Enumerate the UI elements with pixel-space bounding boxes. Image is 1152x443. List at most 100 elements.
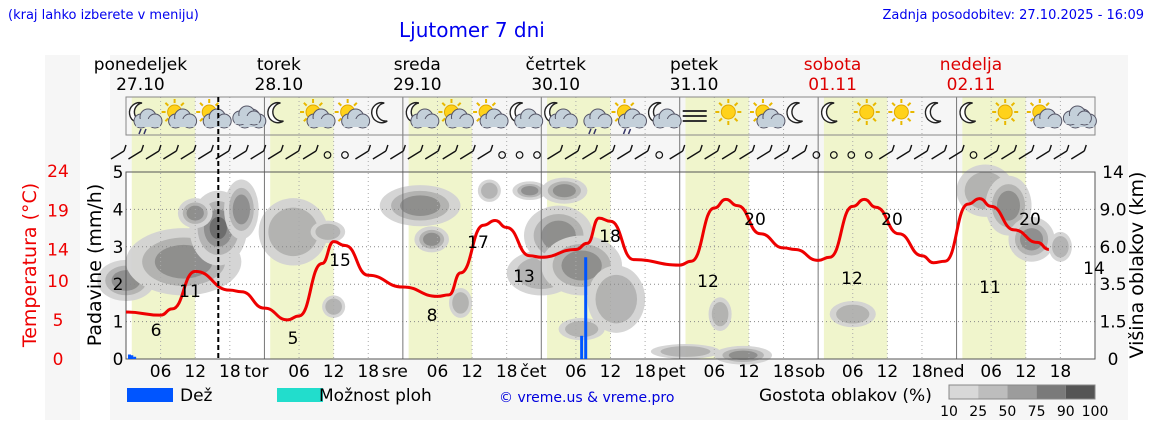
moon-cloud-icon xyxy=(544,101,578,129)
cloud-density-blob xyxy=(481,182,498,199)
wind-barb-icon xyxy=(145,150,160,160)
precipitation-axis-title: Padavine (mm/h) xyxy=(84,184,106,347)
cloud-density-step-label: 100 xyxy=(1082,404,1109,420)
cloud-density-step-label: 25 xyxy=(969,404,987,420)
x-tick-label: pet xyxy=(658,362,686,382)
moon-cloud-icon xyxy=(405,101,440,129)
temperature-tick-label: 10 xyxy=(47,272,69,292)
x-tick-label: 12 xyxy=(738,362,760,382)
wind-barb-icon xyxy=(424,150,439,160)
x-tick-label: tor xyxy=(244,362,268,382)
cloud-density-blob xyxy=(561,250,602,281)
daylight-band xyxy=(131,97,196,359)
moon-icon xyxy=(959,101,976,124)
wind-barb-icon xyxy=(547,150,561,160)
cloud-density-scale-frame xyxy=(948,384,1096,400)
wind-barb-icon xyxy=(355,150,369,160)
temperature-value-label: 20 xyxy=(744,210,766,230)
wind-barb-icon xyxy=(791,150,806,160)
sun-cloud-icon xyxy=(300,99,336,129)
calm-wind-icon xyxy=(655,151,664,159)
cloud-density-step-label: 75 xyxy=(1028,404,1046,420)
legend: Dež Možnost ploh © vreme.us & vreme.pro Gos… xyxy=(127,384,1109,420)
wind-barb-icon xyxy=(704,150,718,160)
wind-barb-icon xyxy=(180,150,195,160)
page-title: Ljutomer 7 dni xyxy=(399,18,545,42)
wind-barb-icon xyxy=(1053,150,1068,160)
sun-icon xyxy=(992,99,1019,125)
credit-link[interactable]: © vreme.us & vreme.pro xyxy=(499,390,674,406)
rain-bar xyxy=(127,354,131,359)
left-axis-panel xyxy=(45,55,80,420)
rain-bar xyxy=(580,335,584,359)
calm-wind-icon xyxy=(323,151,332,159)
temperature-value-label: 15 xyxy=(329,251,351,271)
temperature-value-label: 11 xyxy=(179,282,201,302)
wind-barb-icon xyxy=(774,150,788,160)
sun-cloud-icon xyxy=(161,99,198,129)
x-tick-label: ned xyxy=(933,362,965,382)
wind-barb-icon xyxy=(285,150,299,160)
cloud-density-blob xyxy=(423,232,441,246)
rain-bar xyxy=(584,257,588,359)
day-name: sreda xyxy=(394,55,441,75)
wind-barb-icon xyxy=(739,150,753,160)
rain-bars xyxy=(127,257,588,359)
x-tick-label: 18 xyxy=(496,362,518,382)
cloud-density-blob xyxy=(315,223,341,240)
region-selector-note[interactable]: (kraj lahko izberete v meniju) xyxy=(8,8,199,23)
temperature-value-label: 20 xyxy=(1019,210,1041,230)
cloud-icon xyxy=(1062,105,1097,129)
x-tick-label: 06 xyxy=(565,362,587,382)
cloud-density-step-label: 50 xyxy=(998,404,1016,420)
temperature-value-label: 12 xyxy=(841,269,863,289)
sun-cloud-icon xyxy=(749,99,786,129)
temperature-value-label: 11 xyxy=(979,278,1001,298)
calm-wind-icon xyxy=(533,151,541,159)
cloud-height-tick-label: 0 xyxy=(1108,350,1119,370)
wind-barb-icon xyxy=(250,150,265,160)
wind-barb-icon xyxy=(616,150,631,160)
temperature-tick-label: 0 xyxy=(53,350,64,370)
cloud-density-blob xyxy=(565,321,599,338)
wind-barb-icon xyxy=(564,150,579,160)
cloud-density-blob xyxy=(595,274,638,324)
wind-barb-row xyxy=(110,144,1087,160)
temperature-axis-title: Temperatura (°C) xyxy=(19,183,41,348)
night-cloud-drizzle-icon xyxy=(128,101,163,135)
wind-barb-icon xyxy=(878,150,893,160)
moon-icon xyxy=(267,101,284,124)
wind-barb-icon xyxy=(931,150,945,160)
cloud-height-tick-label: 1.5 xyxy=(1099,313,1126,333)
x-tick-label: sre xyxy=(382,362,408,382)
wind-barb-icon xyxy=(1070,150,1085,160)
x-tick-label: 12 xyxy=(184,362,206,382)
moon-icon xyxy=(820,101,838,124)
wind-barb-icon xyxy=(721,150,736,160)
cloud-density-swatch xyxy=(1065,385,1095,399)
cloud-density-swatch xyxy=(1007,385,1037,399)
x-tick-label: 18 xyxy=(911,362,933,382)
wind-barb-icon xyxy=(686,150,701,160)
cloud-drizzle-icon xyxy=(583,108,613,135)
x-tick-label: 06 xyxy=(842,362,864,382)
moon-icon xyxy=(371,101,388,124)
moon-icon xyxy=(786,101,803,124)
wind-barb-icon xyxy=(1001,150,1015,160)
day-name: petek xyxy=(670,55,718,75)
cloud-height-axis-title: Višina oblakov (km) xyxy=(1126,172,1148,359)
temperature-value-label: 20 xyxy=(881,210,903,230)
cloud-density-blob xyxy=(711,302,729,327)
cloud-density-blob xyxy=(452,292,469,314)
wind-barb-icon xyxy=(983,150,998,160)
sun-cloud-icon xyxy=(334,99,371,129)
wind-barb-icon xyxy=(302,150,317,160)
last-updated: Zadnja posodobitev: 27.10.2025 - 16:09 xyxy=(882,8,1144,23)
calm-wind-icon xyxy=(969,151,978,159)
x-tick-label: 12 xyxy=(461,362,483,382)
cloud-density-blob xyxy=(660,346,711,357)
temperature-tick-label: 19 xyxy=(47,201,69,221)
x-tick-label: 06 xyxy=(980,362,1002,382)
